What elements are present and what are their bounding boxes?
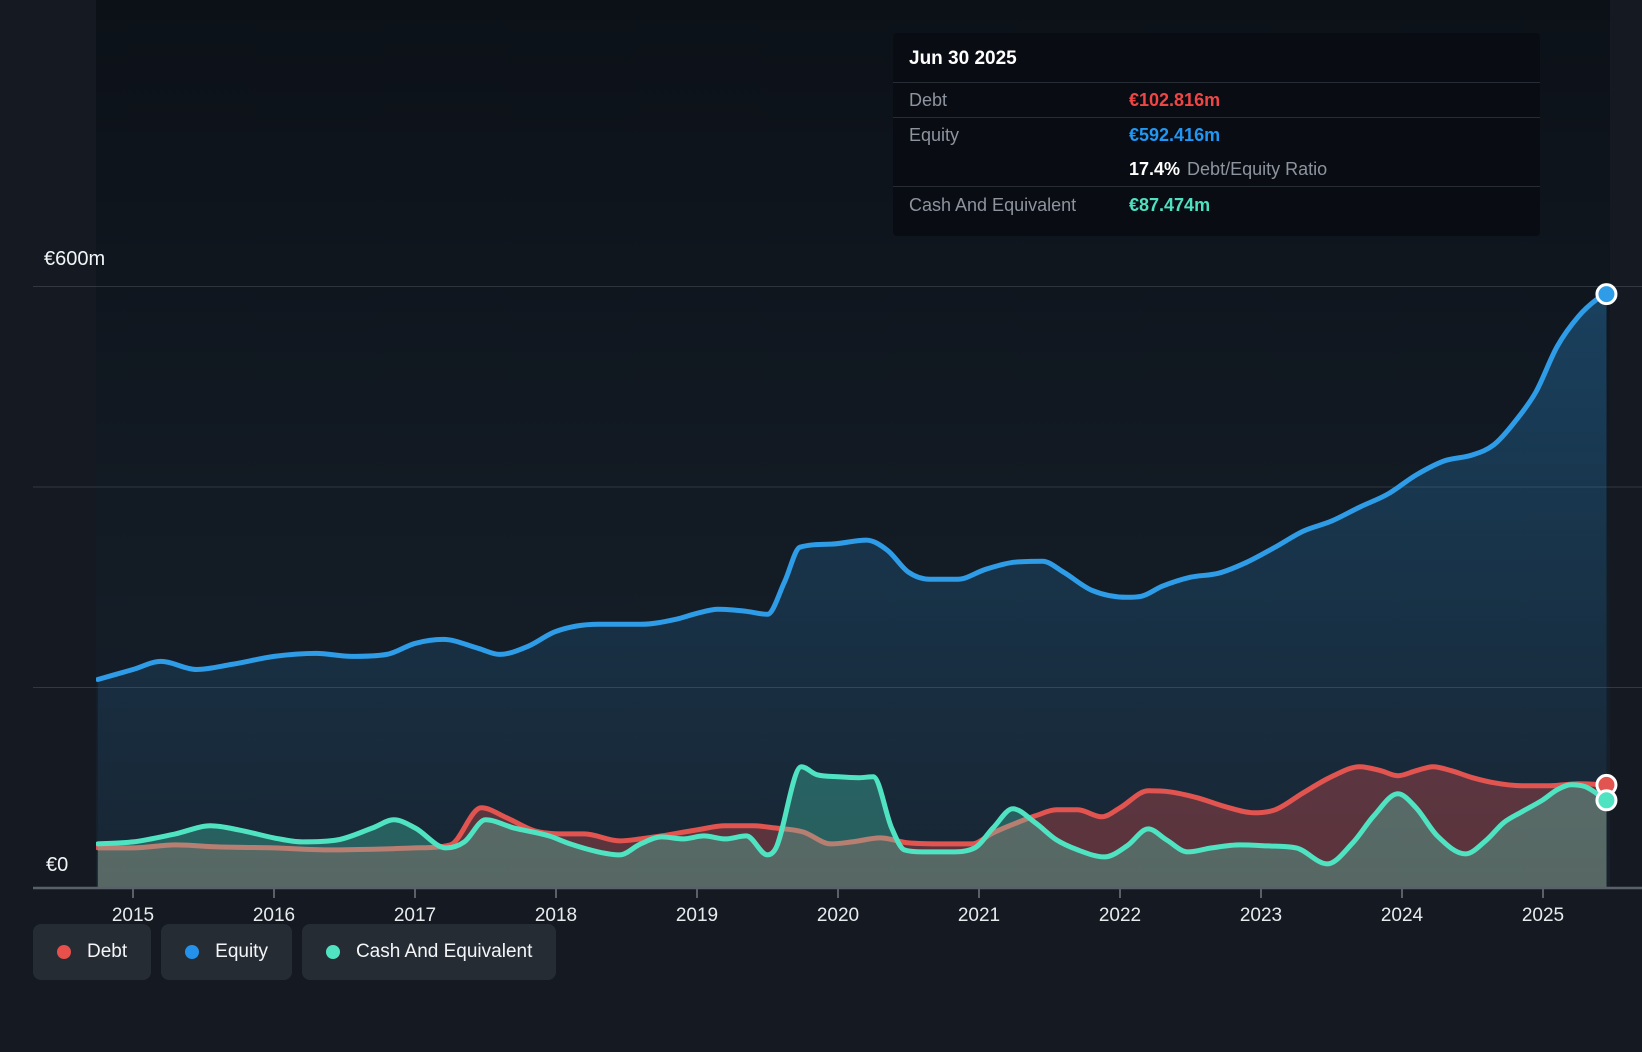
cash-dot-icon [325, 945, 340, 959]
tooltip-debt-label: Debt [909, 89, 948, 110]
y-axis-label-zero: €0 [46, 854, 68, 876]
x-axis-label: 2017 [394, 905, 436, 926]
x-axis-label: 2024 [1381, 905, 1424, 926]
x-axis-label: 2018 [535, 905, 577, 926]
legend-item-debt[interactable]: Debt [33, 924, 152, 980]
tooltip-ratio-value: 17.4% [1129, 158, 1181, 179]
debt-area [97, 766, 1607, 888]
x-axis-label: 2022 [1099, 905, 1141, 926]
x-axis-label: 2016 [253, 905, 295, 926]
tooltip-row-ratio: 17.4% Debt/Equity Ratio [893, 152, 1540, 187]
x-axis-label: 2020 [817, 905, 859, 926]
y-axis-label-max: €600m [44, 248, 105, 270]
x-axis-label: 2025 [1522, 905, 1564, 926]
debt-line [96, 764, 1609, 853]
chart-legend: Debt Equity Cash And Equivalent [33, 924, 557, 980]
legend-cash-label: Cash And Equivalent [355, 941, 533, 962]
equity-area [97, 294, 1607, 889]
equity-end-marker[interactable] [1595, 283, 1618, 306]
tooltip-equity-value: €592.416m [1129, 124, 1221, 145]
tooltip-row-equity: Equity €592.416m [893, 118, 1540, 152]
cash-line [96, 764, 1609, 867]
tooltip-date: Jun 30 2025 [893, 33, 1540, 83]
tooltip-ratio-label: Debt/Equity Ratio [1187, 158, 1328, 179]
x-axis-label: 2021 [958, 905, 1000, 926]
tooltip-equity-label: Equity [909, 124, 960, 145]
tooltip-row-debt: Debt €102.816m [893, 83, 1540, 118]
cash-area [97, 766, 1607, 888]
legend-item-cash[interactable]: Cash And Equivalent [301, 924, 557, 980]
debt-dot-icon [57, 945, 71, 959]
legend-debt-label: Debt [87, 941, 128, 962]
chart-tooltip: Jun 30 2025 Debt €102.816m Equity €592.4… [893, 33, 1540, 236]
cash-end-marker[interactable] [1595, 789, 1618, 812]
tooltip-debt-value: €102.816m [1129, 89, 1221, 110]
legend-item-equity[interactable]: Equity [161, 924, 292, 980]
x-axis-label: 2023 [1240, 905, 1282, 926]
x-axis-label: 2019 [676, 905, 718, 926]
tooltip-row-cash: Cash And Equivalent €87.474m [893, 187, 1540, 224]
equity-line [96, 291, 1609, 682]
legend-equity-label: Equity [215, 941, 268, 962]
tooltip-cash-value: €87.474m [1129, 195, 1211, 215]
equity-dot-icon [185, 945, 200, 959]
x-axis-label: 2015 [112, 905, 154, 926]
tooltip-cash-label: Cash And Equivalent [909, 195, 1077, 215]
